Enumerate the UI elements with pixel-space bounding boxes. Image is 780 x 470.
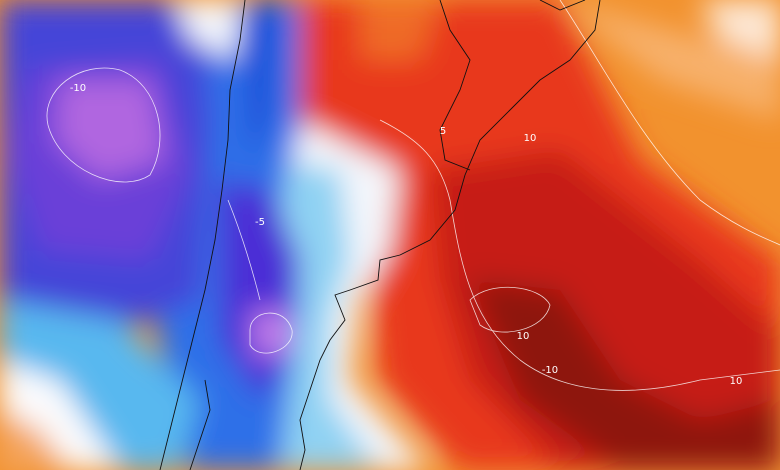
contour-label: -5 bbox=[255, 217, 265, 228]
contour-label: 10 bbox=[517, 331, 530, 342]
contour-label: -10 bbox=[542, 365, 558, 376]
contour-label: 10 bbox=[524, 133, 537, 144]
contour-labels: -10 -5 5 10 10 -10 10 bbox=[70, 83, 743, 387]
isotherms bbox=[46, 0, 780, 391]
coastlines bbox=[159, 0, 601, 470]
contour-label: 10 bbox=[730, 376, 743, 387]
contour-label: 5 bbox=[440, 126, 446, 137]
contour-label: -10 bbox=[70, 83, 86, 94]
